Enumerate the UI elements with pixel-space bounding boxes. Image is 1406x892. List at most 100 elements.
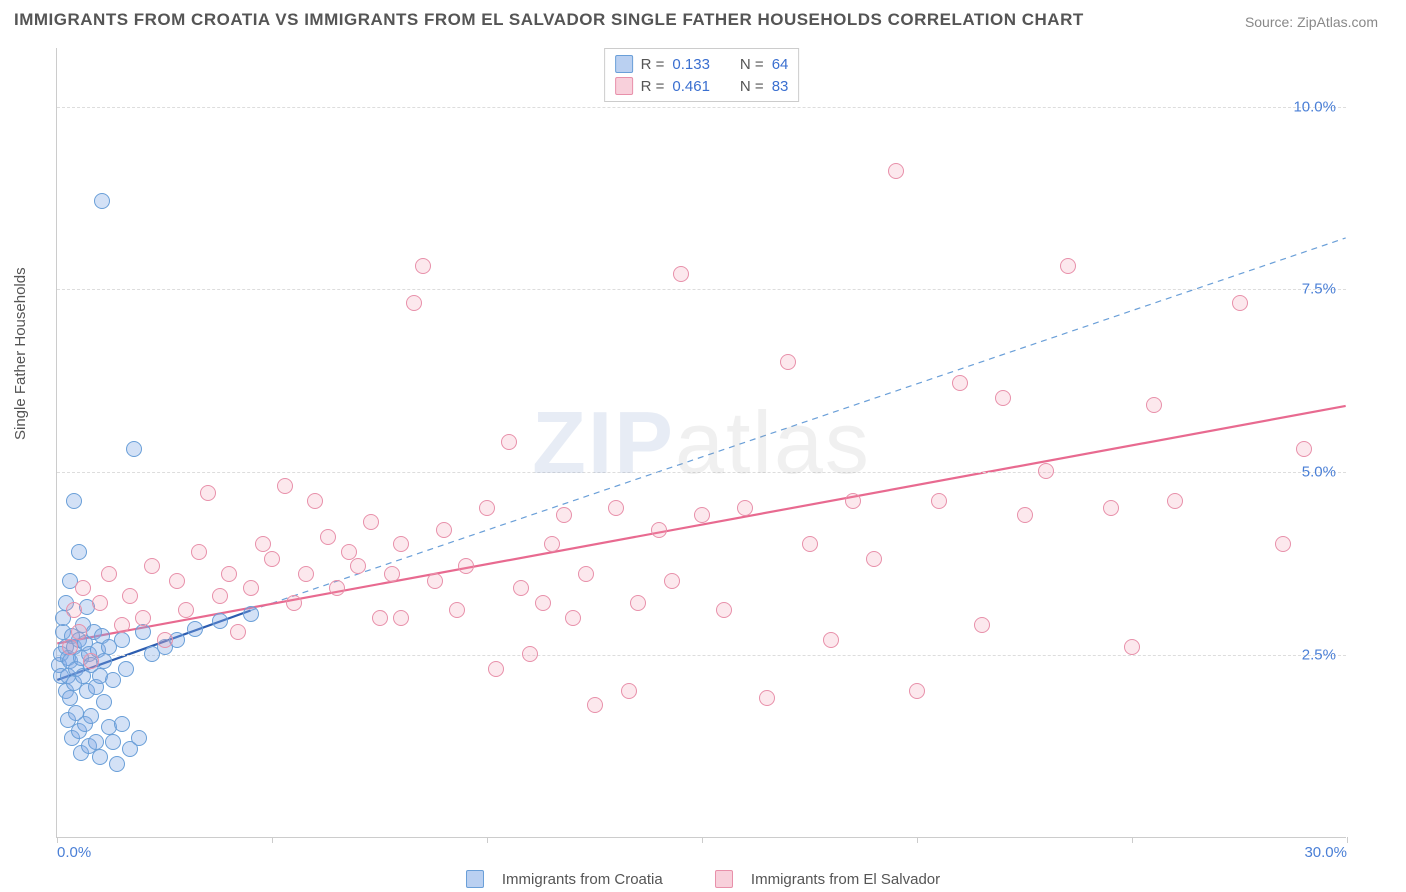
- data-point-elsalvador: [1167, 493, 1183, 509]
- data-point-elsalvador: [501, 434, 517, 450]
- data-point-elsalvador: [243, 580, 259, 596]
- data-point-elsalvador: [694, 507, 710, 523]
- x-tick-mark: [1132, 837, 1133, 843]
- data-point-elsalvador: [427, 573, 443, 589]
- data-point-elsalvador: [578, 566, 594, 582]
- data-point-elsalvador: [737, 500, 753, 516]
- data-point-elsalvador: [759, 690, 775, 706]
- x-tick-label-end: 30.0%: [1304, 844, 1347, 861]
- data-point-croatia: [62, 690, 78, 706]
- data-point-elsalvador: [974, 617, 990, 633]
- legend-R-label: R =: [641, 78, 665, 95]
- legend-N-elsalvador: 83: [772, 78, 789, 95]
- data-point-elsalvador: [122, 588, 138, 604]
- data-point-croatia: [187, 621, 203, 637]
- data-point-elsalvador: [144, 558, 160, 574]
- data-point-elsalvador: [255, 536, 271, 552]
- data-point-croatia: [71, 544, 87, 560]
- data-point-croatia: [105, 672, 121, 688]
- swatch-croatia-icon: [466, 870, 484, 888]
- data-point-croatia: [131, 730, 147, 746]
- data-point-elsalvador: [995, 390, 1011, 406]
- correlation-legend: R = 0.133 N = 64 R = 0.461 N = 83: [604, 48, 800, 102]
- data-point-elsalvador: [458, 558, 474, 574]
- legend-row-croatia: R = 0.133 N = 64: [615, 53, 789, 75]
- data-point-elsalvador: [544, 536, 560, 552]
- legend-label-elsalvador: Immigrants from El Salvador: [751, 871, 940, 888]
- data-point-elsalvador: [630, 595, 646, 611]
- data-point-croatia: [92, 749, 108, 765]
- data-point-croatia: [243, 606, 259, 622]
- data-point-elsalvador: [1124, 639, 1140, 655]
- data-point-elsalvador: [393, 610, 409, 626]
- data-point-croatia: [94, 193, 110, 209]
- swatch-croatia: [615, 55, 633, 73]
- data-point-croatia: [114, 716, 130, 732]
- data-point-elsalvador: [556, 507, 572, 523]
- data-point-elsalvador: [200, 485, 216, 501]
- chart-area: ZIPatlas R = 0.133 N = 64 R = 0.461 N = …: [56, 48, 1346, 838]
- x-tick-mark: [487, 837, 488, 843]
- data-point-croatia: [212, 613, 228, 629]
- data-point-elsalvador: [866, 551, 882, 567]
- data-point-elsalvador: [909, 683, 925, 699]
- legend-R-croatia: 0.133: [672, 56, 710, 73]
- data-point-elsalvador: [264, 551, 280, 567]
- data-point-elsalvador: [114, 617, 130, 633]
- trend-lines-layer: [57, 48, 1346, 837]
- data-point-croatia: [88, 734, 104, 750]
- x-tick-mark: [917, 837, 918, 843]
- trendline-ext-croatia: [251, 238, 1346, 611]
- y-tick-label: 7.5%: [1302, 281, 1336, 298]
- legend-label-croatia: Immigrants from Croatia: [502, 871, 663, 888]
- data-point-elsalvador: [608, 500, 624, 516]
- data-point-elsalvador: [1038, 463, 1054, 479]
- data-point-elsalvador: [101, 566, 117, 582]
- data-point-croatia: [114, 632, 130, 648]
- legend-N-croatia: 64: [772, 56, 789, 73]
- data-point-elsalvador: [135, 610, 151, 626]
- data-point-elsalvador: [178, 602, 194, 618]
- gridline-h: [57, 289, 1346, 290]
- data-point-elsalvador: [888, 163, 904, 179]
- gridline-h: [57, 107, 1346, 108]
- data-point-elsalvador: [62, 639, 78, 655]
- data-point-elsalvador: [277, 478, 293, 494]
- data-point-elsalvador: [350, 558, 366, 574]
- data-point-elsalvador: [363, 514, 379, 530]
- legend-R-label: R =: [641, 56, 665, 73]
- data-point-croatia: [66, 493, 82, 509]
- data-point-elsalvador: [329, 580, 345, 596]
- data-point-elsalvador: [931, 493, 947, 509]
- y-tick-label: 5.0%: [1302, 464, 1336, 481]
- data-point-elsalvador: [488, 661, 504, 677]
- data-point-elsalvador: [436, 522, 452, 538]
- data-point-elsalvador: [393, 536, 409, 552]
- data-point-elsalvador: [406, 295, 422, 311]
- data-point-elsalvador: [802, 536, 818, 552]
- data-point-elsalvador: [535, 595, 551, 611]
- data-point-elsalvador: [513, 580, 529, 596]
- data-point-croatia: [109, 756, 125, 772]
- data-point-elsalvador: [780, 354, 796, 370]
- source-line: Source: ZipAtlas.com: [1245, 14, 1378, 30]
- source-name: ZipAtlas.com: [1297, 14, 1378, 30]
- data-point-elsalvador: [83, 653, 99, 669]
- data-point-croatia: [135, 624, 151, 640]
- data-point-elsalvador: [71, 624, 87, 640]
- data-point-elsalvador: [673, 266, 689, 282]
- y-tick-label: 2.5%: [1302, 647, 1336, 664]
- legend-N-label: N =: [740, 56, 764, 73]
- data-point-elsalvador: [92, 595, 108, 611]
- source-label: Source:: [1245, 14, 1293, 30]
- y-axis-label: Single Father Households: [12, 267, 29, 440]
- data-point-elsalvador: [449, 602, 465, 618]
- x-tick-mark: [1347, 837, 1348, 843]
- data-point-elsalvador: [75, 580, 91, 596]
- data-point-elsalvador: [230, 624, 246, 640]
- x-tick-mark: [272, 837, 273, 843]
- legend-R-elsalvador: 0.461: [672, 78, 710, 95]
- data-point-elsalvador: [479, 500, 495, 516]
- x-tick-label-start: 0.0%: [57, 844, 91, 861]
- legend-row-elsalvador: R = 0.461 N = 83: [615, 75, 789, 97]
